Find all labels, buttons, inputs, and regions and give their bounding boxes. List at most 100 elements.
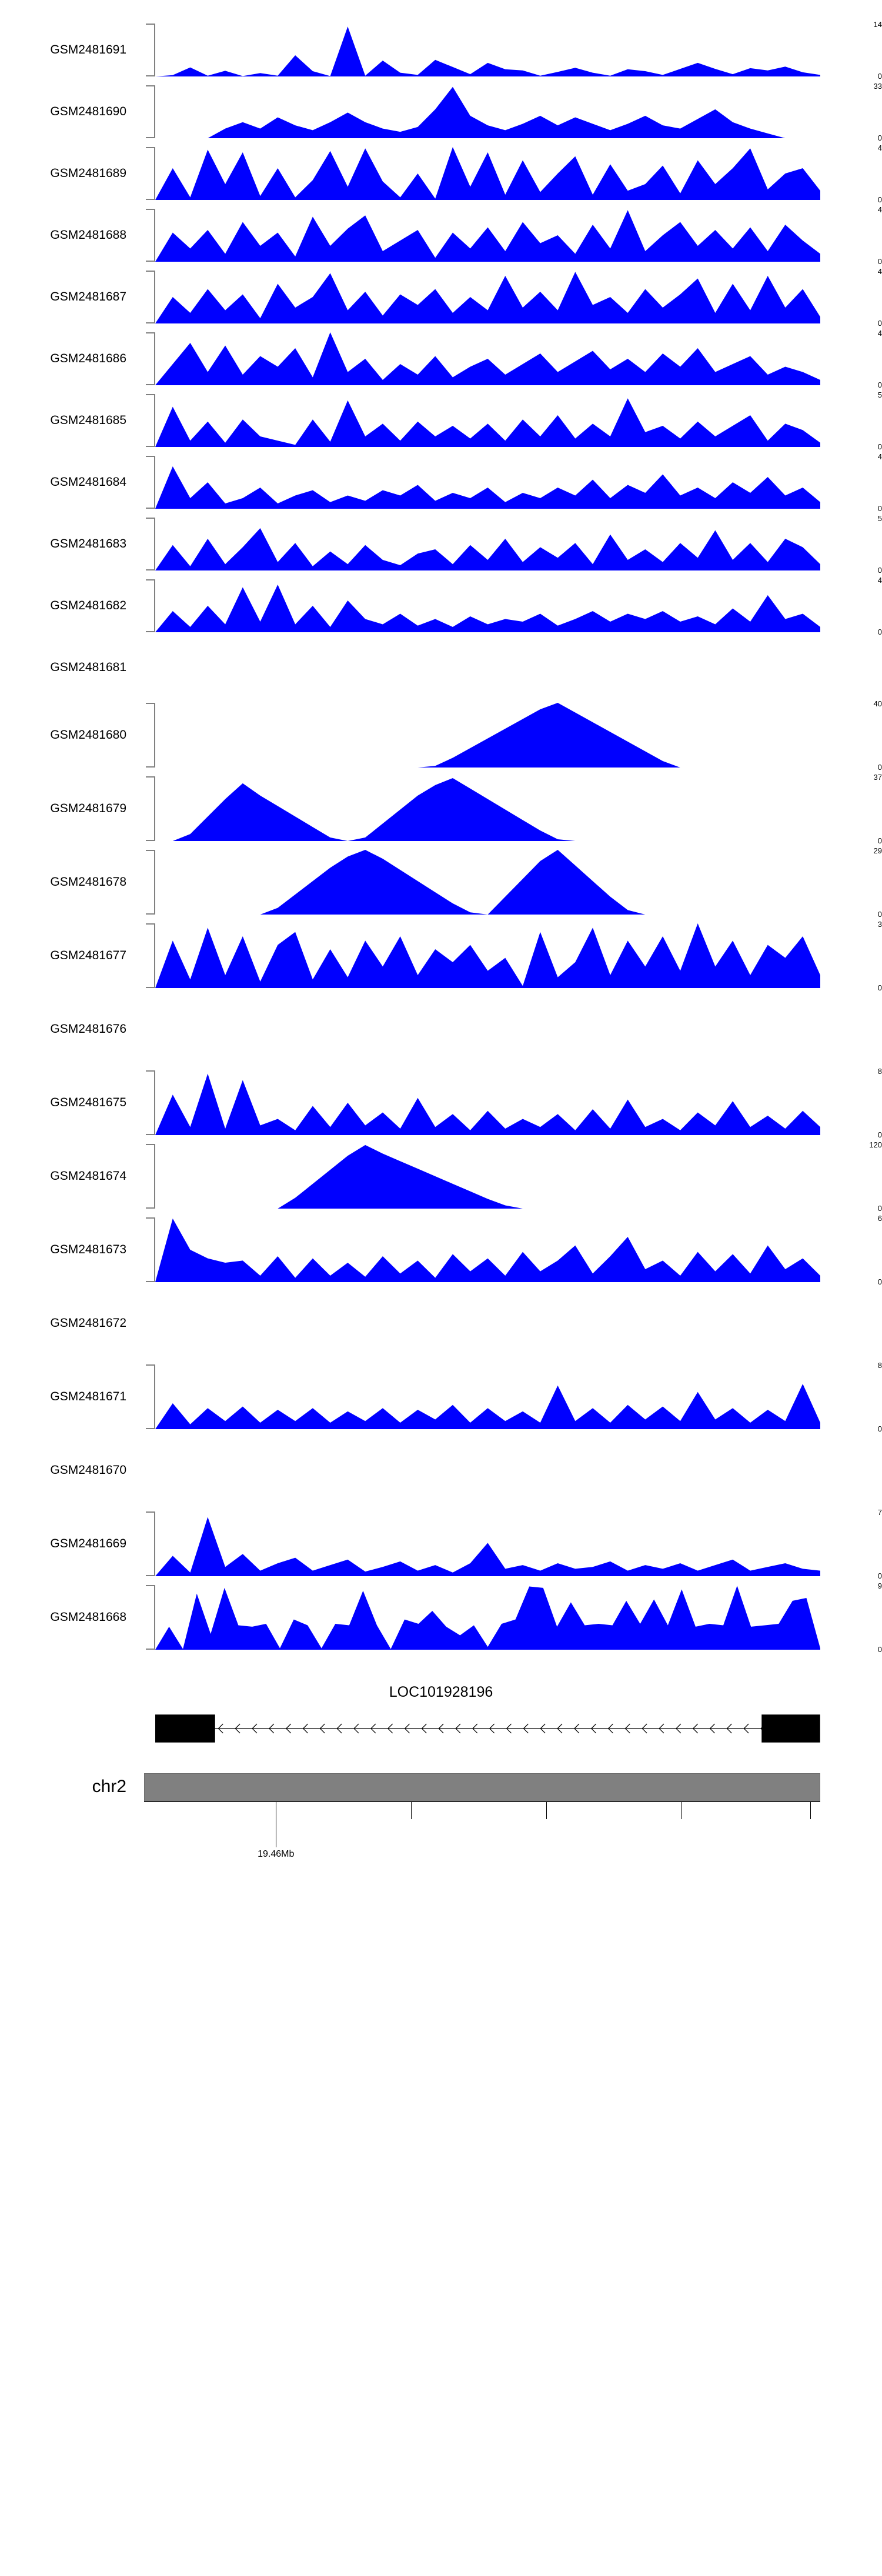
coverage-track[interactable]: GSM2481679 37 0 bbox=[0, 773, 882, 845]
track-label-gsm2481687: GSM2481687 bbox=[50, 290, 126, 303]
track-label-gsm2481669: GSM2481669 bbox=[50, 1537, 126, 1550]
coverage-track[interactable]: GSM2481684 4 0 bbox=[0, 452, 882, 512]
y-axis-max-tick bbox=[146, 24, 154, 25]
y-axis-min-tick bbox=[146, 1281, 154, 1282]
coverage-area-plot[interactable] bbox=[155, 209, 820, 262]
coverage-area-plot[interactable] bbox=[155, 923, 820, 988]
y-axis-max-label: 4 bbox=[877, 267, 882, 276]
y-axis-min-tick bbox=[146, 1428, 154, 1429]
coverage-area-plot[interactable] bbox=[155, 1217, 820, 1282]
coverage-area-plot[interactable] bbox=[155, 24, 820, 76]
y-axis-line bbox=[154, 1070, 155, 1135]
y-axis-line bbox=[154, 923, 155, 988]
y-axis-max-label: 4 bbox=[877, 452, 882, 461]
y-axis-min-tick bbox=[146, 508, 154, 509]
coverage-area-plot[interactable] bbox=[155, 518, 820, 570]
y-axis-max-label: 7 bbox=[877, 1508, 882, 1517]
coverage-area-plot[interactable] bbox=[155, 579, 820, 632]
coverage-area-plot[interactable] bbox=[155, 703, 820, 768]
coverage-track[interactable]: GSM2481670 bbox=[0, 1438, 882, 1503]
y-axis-line bbox=[154, 147, 155, 200]
coverage-area-plot[interactable] bbox=[155, 1070, 820, 1135]
coverage-area-plot[interactable] bbox=[155, 776, 820, 841]
y-axis-max-tick bbox=[146, 1364, 154, 1366]
y-axis-max-tick bbox=[146, 776, 154, 778]
coverage-track[interactable]: GSM2481668 9 0 bbox=[0, 1582, 882, 1653]
track-label-gsm2481675: GSM2481675 bbox=[50, 1096, 126, 1109]
y-axis-min-tick bbox=[146, 322, 154, 323]
y-axis-min-label: 0 bbox=[877, 1277, 882, 1286]
coverage-area-plot[interactable] bbox=[155, 1144, 820, 1209]
coverage-area-plot[interactable] bbox=[155, 332, 820, 385]
coverage-area-plot[interactable] bbox=[155, 85, 820, 138]
track-label-gsm2481677: GSM2481677 bbox=[50, 949, 126, 962]
coverage-track[interactable]: GSM2481687 4 0 bbox=[0, 267, 882, 327]
coverage-area-plot[interactable] bbox=[155, 1511, 820, 1576]
y-axis-min-label: 0 bbox=[877, 566, 882, 575]
chromosome-label: chr2 bbox=[92, 1777, 126, 1796]
coverage-track[interactable]: GSM2481689 4 0 bbox=[0, 144, 882, 203]
coordinate-tick bbox=[810, 1801, 811, 1819]
coordinate-tick-label: 19.46Mb bbox=[258, 1849, 295, 1859]
track-label-gsm2481678: GSM2481678 bbox=[50, 875, 126, 889]
track-label-gsm2481684: GSM2481684 bbox=[50, 475, 126, 489]
coverage-track[interactable]: GSM2481690 33 0 bbox=[0, 82, 882, 142]
y-axis-max-tick bbox=[146, 518, 154, 519]
coverage-track[interactable]: GSM2481673 6 0 bbox=[0, 1214, 882, 1286]
chromosome-ideogram-bar[interactable] bbox=[144, 1773, 820, 1801]
y-axis-max-label: 4 bbox=[877, 205, 882, 214]
y-axis-max-tick bbox=[146, 1585, 154, 1586]
track-label-gsm2481668: GSM2481668 bbox=[50, 1610, 126, 1624]
y-axis-max-tick bbox=[146, 579, 154, 580]
coverage-track[interactable]: GSM2481685 5 0 bbox=[0, 391, 882, 451]
coverage-track[interactable]: GSM2481681 bbox=[0, 641, 882, 694]
y-axis-line bbox=[154, 1364, 155, 1429]
coverage-track[interactable]: GSM2481671 8 0 bbox=[0, 1362, 882, 1433]
y-axis-min-label: 0 bbox=[877, 1571, 882, 1580]
coverage-track[interactable]: GSM2481680 40 0 bbox=[0, 700, 882, 771]
coverage-track[interactable]: GSM2481676 bbox=[0, 997, 882, 1062]
coverage-area-plot[interactable] bbox=[155, 850, 820, 915]
y-axis-max-tick bbox=[146, 923, 154, 925]
y-axis-line bbox=[154, 271, 155, 323]
y-axis-min-label: 0 bbox=[877, 1204, 882, 1213]
y-axis-max-tick bbox=[146, 1511, 154, 1513]
coverage-track[interactable]: GSM2481683 5 0 bbox=[0, 514, 882, 574]
y-axis-min-label: 0 bbox=[877, 1424, 882, 1433]
coordinate-tick bbox=[681, 1801, 683, 1819]
coverage-track[interactable]: GSM2481686 4 0 bbox=[0, 329, 882, 389]
coverage-area-plot[interactable] bbox=[155, 1585, 820, 1650]
y-axis-max-label: 29 bbox=[873, 846, 882, 855]
track-label-gsm2481671: GSM2481671 bbox=[50, 1390, 126, 1403]
y-axis-max-label: 33 bbox=[873, 82, 882, 91]
coverage-track[interactable]: GSM2481672 bbox=[0, 1291, 882, 1356]
track-label-gsm2481672: GSM2481672 bbox=[50, 1316, 126, 1330]
y-axis-max-label: 5 bbox=[877, 514, 882, 523]
y-axis-max-tick bbox=[146, 1070, 154, 1072]
coverage-area-plot[interactable] bbox=[155, 394, 820, 447]
coverage-area-plot[interactable] bbox=[155, 1364, 820, 1429]
coordinate-tick bbox=[546, 1801, 547, 1819]
coverage-track[interactable]: GSM2481677 3 0 bbox=[0, 920, 882, 992]
track-label-gsm2481691: GSM2481691 bbox=[50, 43, 126, 56]
y-axis-max-label: 4 bbox=[877, 576, 882, 585]
coverage-track[interactable]: GSM2481688 4 0 bbox=[0, 205, 882, 265]
coverage-area-plot[interactable] bbox=[155, 456, 820, 509]
coverage-area-plot[interactable] bbox=[155, 147, 820, 200]
coverage-area-plot[interactable] bbox=[155, 271, 820, 323]
coverage-track[interactable]: GSM2481682 4 0 bbox=[0, 576, 882, 636]
coverage-track[interactable]: GSM2481675 8 0 bbox=[0, 1067, 882, 1139]
y-axis-max-label: 37 bbox=[873, 773, 882, 782]
y-axis-line bbox=[154, 518, 155, 570]
y-axis-min-tick bbox=[146, 1207, 154, 1209]
y-axis-min-label: 0 bbox=[877, 1130, 882, 1139]
y-axis-max-label: 5 bbox=[877, 391, 882, 399]
gene-model[interactable] bbox=[155, 1713, 820, 1743]
coverage-track[interactable]: GSM2481674 120 0 bbox=[0, 1141, 882, 1213]
y-axis-line bbox=[154, 209, 155, 262]
coverage-track[interactable]: GSM2481691 14 0 bbox=[0, 21, 882, 80]
coverage-track[interactable]: GSM2481669 7 0 bbox=[0, 1508, 882, 1580]
y-axis-max-label: 4 bbox=[877, 144, 882, 152]
y-axis-line bbox=[154, 456, 155, 509]
coverage-track[interactable]: GSM2481678 29 0 bbox=[0, 846, 882, 918]
